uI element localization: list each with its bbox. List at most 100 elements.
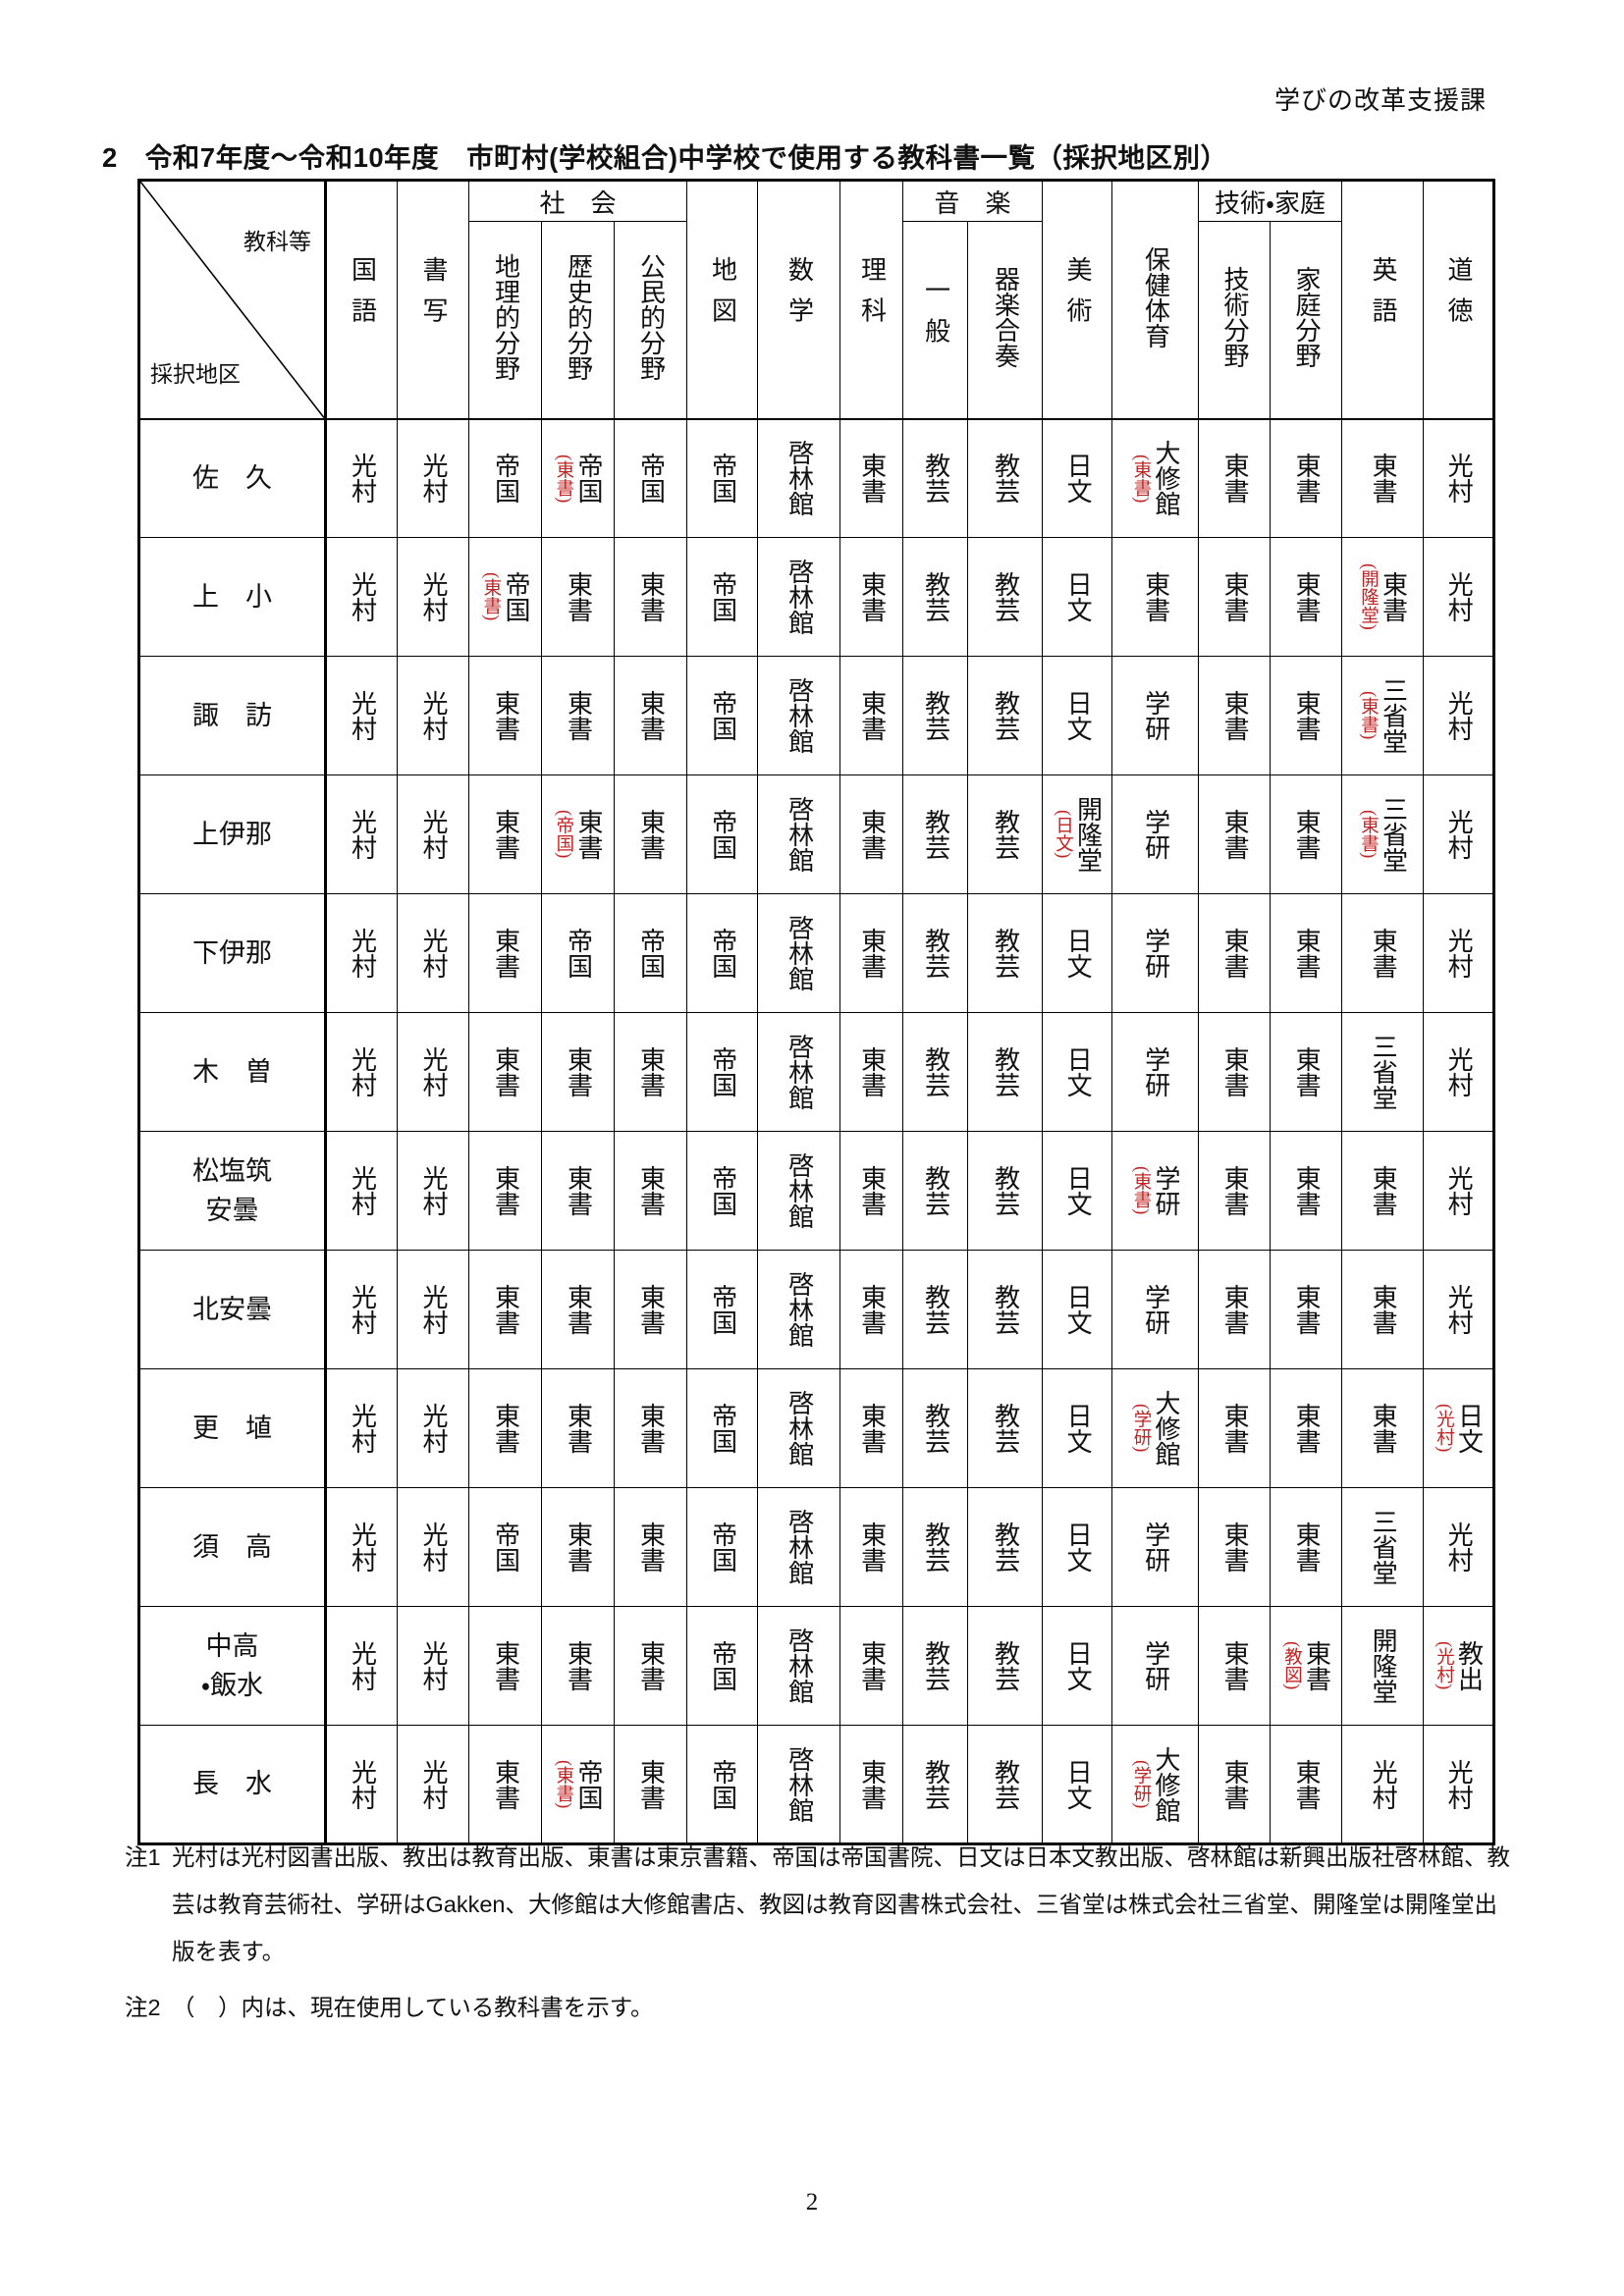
textbook-value: 帝国: [636, 928, 666, 979]
textbook-value: 東書: [564, 1522, 593, 1573]
textbook-value: 教芸: [921, 571, 950, 622]
textbook-value: 教芸: [991, 1758, 1020, 1810]
textbook-cell-content: 学研: [1112, 1522, 1198, 1573]
district-label: 上伊那: [138, 774, 327, 894]
textbook-cell-content: 東書: [469, 1046, 541, 1097]
textbook-value: 学研: [1141, 1046, 1170, 1097]
textbook-cell-content: 東書: [469, 690, 541, 741]
textbook-cell: 東書: [1198, 1131, 1272, 1251]
textbook-cell-content: 東書: [1199, 1759, 1270, 1810]
textbook-cell: (開隆堂) 東書: [1341, 537, 1425, 657]
textbook-cell: 日文: [1042, 1487, 1113, 1607]
sub-column-header-label: 技術分野: [1219, 266, 1249, 369]
textbook-value: 光村: [1444, 1165, 1474, 1216]
textbook-cell: 光村: [325, 417, 398, 538]
diagonal-line: [140, 182, 324, 418]
column-header: 地図: [686, 180, 759, 419]
column-header: 理科: [839, 180, 904, 419]
textbook-cell: 東書: [468, 1012, 542, 1132]
textbook-cell-content: 教芸: [968, 1522, 1042, 1573]
textbook-cell: 東書: [1341, 893, 1425, 1013]
textbook-value: 大修館: [1152, 1390, 1181, 1467]
textbook-cell: 東書: [468, 1368, 542, 1488]
textbook-cell-content: 東書: [840, 1522, 902, 1573]
textbook-value: 光村: [419, 1640, 449, 1691]
textbook-cell: 教芸: [902, 893, 969, 1013]
page-title: 2 令和7年度～令和10年度 市町村(学校組合)中学校で使用する教科書一覧（採択…: [102, 142, 1228, 173]
textbook-value: 光村: [1444, 928, 1474, 979]
district-label: 下伊那: [138, 893, 327, 1013]
table-row: 上 小光村 光村 (東書) 帝国 東書 東書 帝国 啓林館 東書 教芸 教芸 日文 東書 東書 東書 (開隆堂…: [138, 537, 1495, 657]
textbook-cell-content: (光村) 日文: [1424, 1403, 1492, 1454]
textbook-value: 日文: [1063, 1046, 1093, 1097]
textbook-value: 東書: [491, 1284, 520, 1335]
textbook-cell-content: 学研: [1112, 1046, 1198, 1097]
textbook-value: 東書: [1220, 571, 1250, 622]
textbook-cell: 東書: [839, 774, 904, 894]
district-label: 須 高: [138, 1487, 327, 1607]
textbook-cell-content: 光村: [1424, 1522, 1492, 1573]
textbook-cell-content: 東書: [542, 571, 614, 622]
textbook-cell-content: 東書: [1342, 1284, 1423, 1335]
textbook-value: 学研: [1141, 809, 1170, 860]
textbook-value: 帝国: [708, 453, 737, 505]
textbook-cell: 東書: [613, 1487, 688, 1607]
textbook-cell-content: 東書: [615, 809, 686, 860]
textbook-cell-content: 東書: [1199, 1046, 1270, 1097]
current-textbook-annotation: (学研): [1130, 1759, 1151, 1809]
textbook-cell-content: 東書: [615, 1759, 686, 1810]
textbook-cell-content: 帝国: [687, 1522, 757, 1573]
textbook-value: 教芸: [921, 690, 950, 741]
textbook-cell-content: 日文: [1043, 1165, 1111, 1216]
textbook-cell: (東書) 大修館: [1111, 417, 1200, 538]
textbook-cell: 教芸: [967, 656, 1044, 775]
textbook-cell-content: 東書: [1199, 1522, 1270, 1573]
textbook-value: 東書: [564, 571, 593, 622]
column-header: 書写: [397, 180, 469, 419]
sub-column-header: 歴史的分野: [541, 221, 615, 419]
textbook-cell-content: 教芸: [903, 1284, 967, 1335]
textbook-cell: 東書: [613, 774, 688, 894]
textbook-cell: 東書: [1341, 1250, 1425, 1369]
textbook-cell-content: 東書: [469, 1403, 541, 1454]
textbook-value: 光村: [1444, 1046, 1474, 1097]
district-label: 松塩筑 安曇: [138, 1131, 327, 1251]
textbook-value: 東書: [636, 1284, 666, 1335]
textbook-value: 日文: [1063, 1640, 1093, 1691]
textbook-cell: (東書) 三省堂: [1341, 656, 1425, 775]
textbook-value: 東書: [573, 809, 603, 860]
textbook-cell: 東書: [613, 537, 688, 657]
textbook-cell-content: 教芸: [903, 1046, 967, 1097]
textbook-cell-content: 東書: [840, 1284, 902, 1335]
textbook-cell: (学研) 大修館: [1111, 1368, 1200, 1488]
textbook-cell-content: 東書: [840, 453, 902, 504]
textbook-cell-content: 帝国: [687, 1640, 757, 1691]
textbook-value: 学研: [1141, 690, 1170, 741]
textbook-value: 東書: [857, 1165, 887, 1216]
textbook-cell: 光村: [397, 1606, 469, 1726]
textbook-cell: 教芸: [902, 1131, 969, 1251]
textbook-cell-content: 学研: [1112, 690, 1198, 741]
textbook-cell-content: 東書: [469, 1284, 541, 1335]
textbook-cell: 学研: [1111, 1487, 1200, 1607]
textbook-cell-content: 教芸: [903, 690, 967, 741]
textbook-value: 啓林館: [785, 1509, 814, 1585]
textbook-cell: 帝国: [686, 417, 759, 538]
textbook-value: 東書: [636, 1403, 666, 1454]
textbook-value: 光村: [419, 809, 449, 860]
textbook-value: 学研: [1141, 928, 1170, 979]
textbook-cell: 学研: [1111, 1012, 1200, 1132]
textbook-cell-content: 東書: [1199, 571, 1270, 622]
textbook-value: 帝国: [708, 690, 737, 741]
textbook-cell: (帝国) 東書: [541, 774, 615, 894]
textbook-value: 光村: [1369, 1758, 1398, 1810]
textbook-value: 光村: [1444, 453, 1474, 505]
textbook-cell-content: 光村: [327, 1522, 397, 1573]
textbook-cell: 教芸: [967, 537, 1044, 657]
textbook-cell-content: 光村: [327, 1640, 397, 1691]
textbook-cell: (日文) 開隆堂: [1042, 774, 1113, 894]
textbook-value: 光村: [348, 809, 377, 860]
textbook-cell-content: 教芸: [903, 1165, 967, 1216]
textbook-cell: 啓林館: [757, 1131, 841, 1251]
textbook-cell: 啓林館: [757, 1606, 841, 1726]
